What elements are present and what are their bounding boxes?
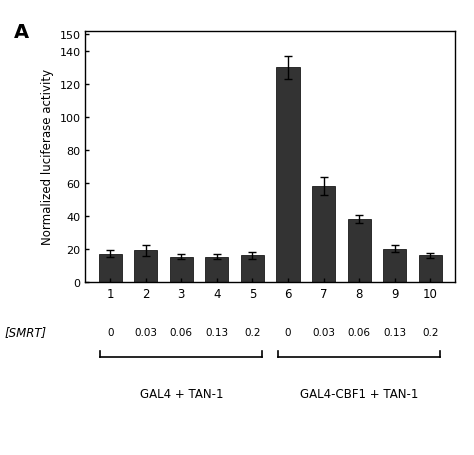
Text: 0: 0 [107,327,113,337]
Bar [276,68,300,282]
Bar [205,258,228,282]
Text: GAL4-CBF1 + TAN-1: GAL4-CBF1 + TAN-1 [300,387,418,400]
Bar [383,249,406,282]
Text: 0.03: 0.03 [312,327,335,337]
Bar [419,256,442,282]
Text: 0.06: 0.06 [170,327,193,337]
Text: 0.13: 0.13 [205,327,228,337]
Text: GAL4 + TAN-1: GAL4 + TAN-1 [139,387,223,400]
Bar [312,187,335,282]
Bar [241,256,264,282]
Text: 0.2: 0.2 [422,327,438,337]
Bar [134,251,157,282]
Text: 0.06: 0.06 [347,327,371,337]
Text: 0.13: 0.13 [383,327,406,337]
Y-axis label: Normalized luciferase activity: Normalized luciferase activity [41,69,54,245]
Text: [SMRT]: [SMRT] [5,326,47,339]
Bar [347,220,371,282]
Text: 0.2: 0.2 [244,327,261,337]
Bar [170,258,193,282]
Text: 0.03: 0.03 [134,327,157,337]
Text: 0: 0 [285,327,291,337]
Bar [99,254,122,282]
Text: A: A [14,23,29,42]
